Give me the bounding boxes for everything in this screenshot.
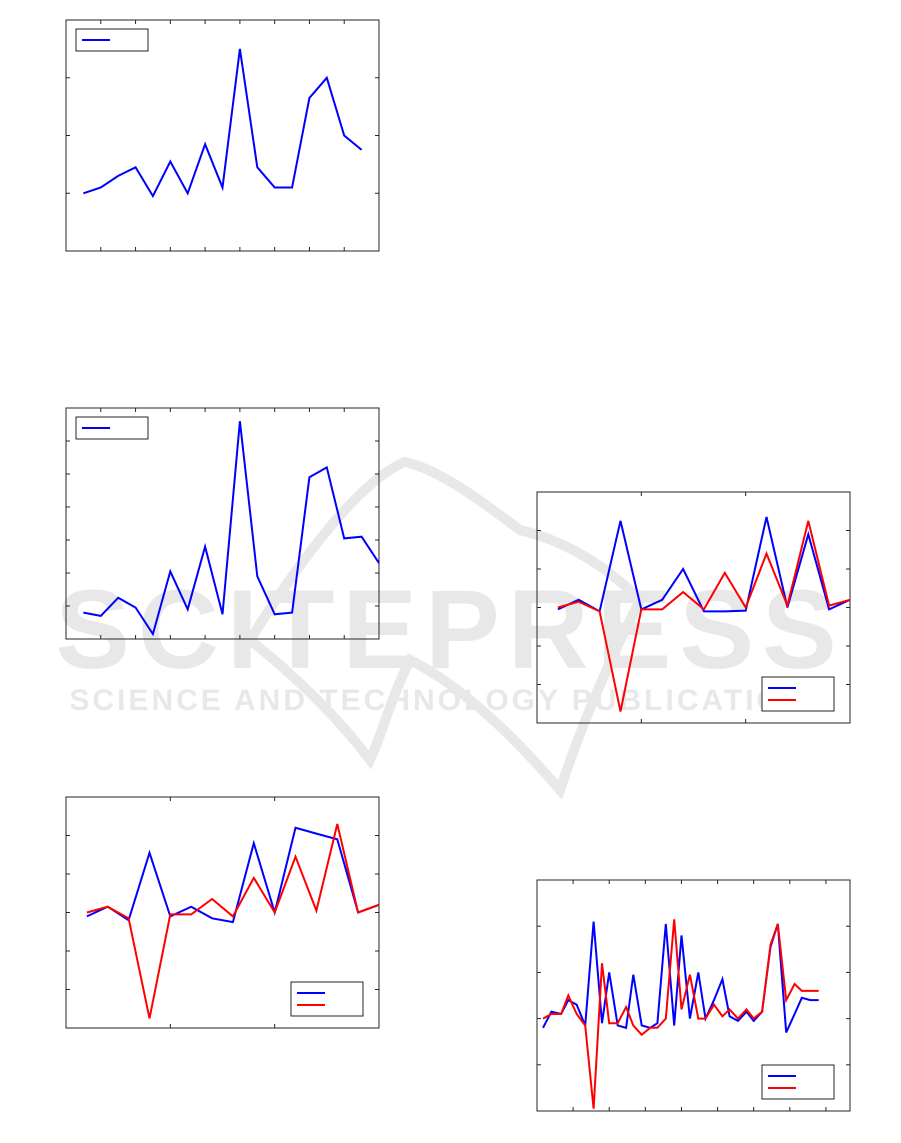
chart1-legend-box [75,28,149,52]
chart2-axes-box [65,407,380,640]
watermark-subtitle: SCIENCE AND TECHNOLOGY PUBLICATIONS [69,684,830,717]
chart1-series-0-line [83,48,363,199]
chart5-legend-box [761,1064,835,1100]
chart2 [65,407,380,640]
charts [65,19,851,1112]
chart5-axes-box [536,879,851,1112]
watermark: SCITEPRESS SCIENCE AND TECHNOLOGY PUBLIC… [55,456,845,800]
chart5-series-1-line [542,919,819,1109]
chart4 [536,491,851,724]
chart5-series-0-line [542,921,819,1033]
chart2-series-0-line [83,421,379,637]
chart3-legend-box [290,981,364,1017]
chart4-series-1-line [557,520,850,712]
chart3 [65,796,380,1029]
chart1 [65,19,380,252]
chart5 [536,879,851,1112]
watermark-title: SCITEPRESS [55,567,845,692]
watermark-logo-swoosh [243,456,647,800]
chart4-series-0-line [557,516,850,613]
chart3-series-1-line [86,823,379,1019]
chart4-legend-box [761,676,835,712]
chart3-series-0-line [86,826,379,924]
chart1-axes-box [65,19,380,252]
chart2-legend-box [75,416,149,440]
